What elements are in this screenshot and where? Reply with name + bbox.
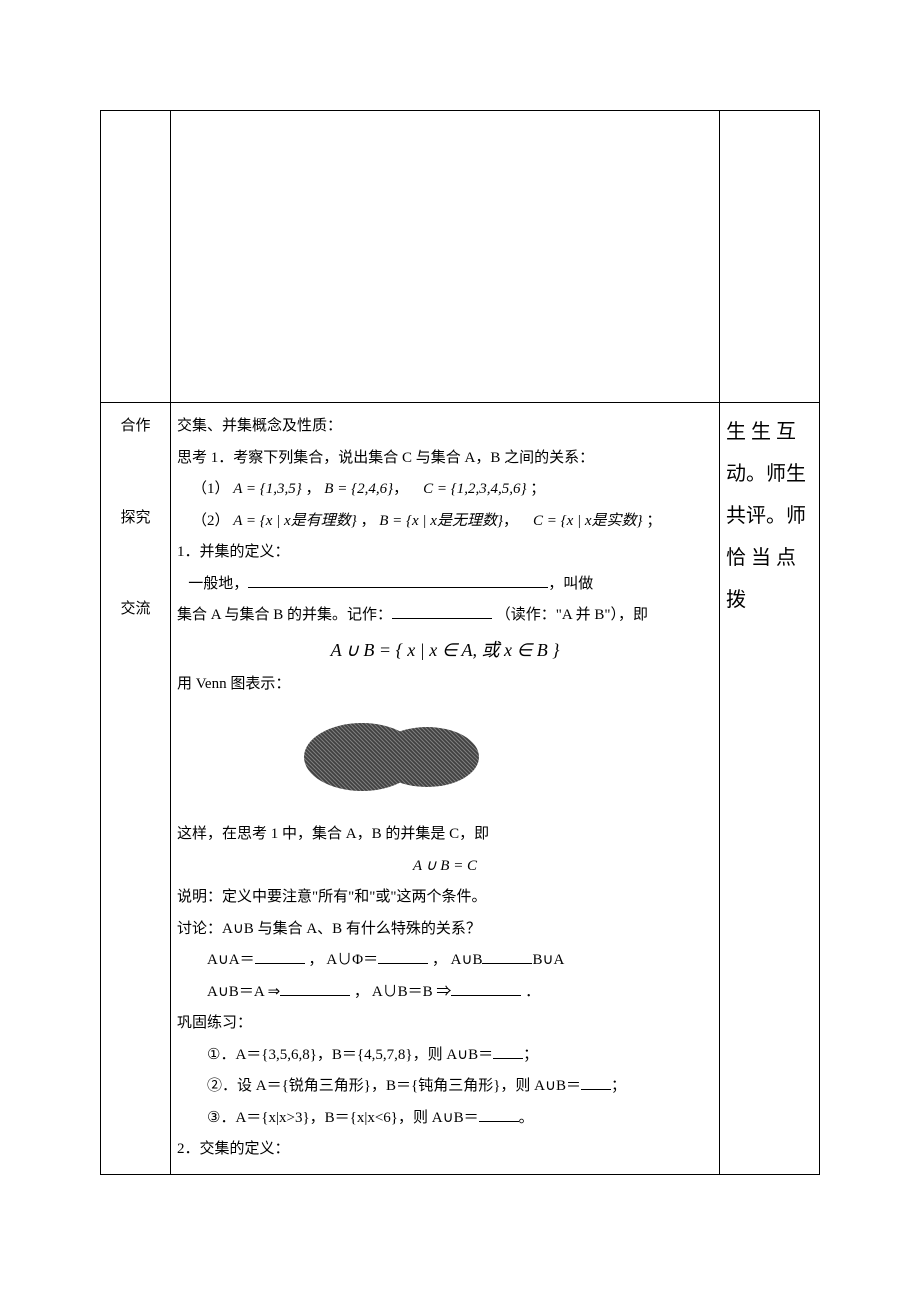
example-1: （1） A = {1,3,5} ， B = {2,4,6}， C = {1,2,… bbox=[177, 474, 713, 506]
blank-r2-2 bbox=[451, 980, 521, 996]
teacher-note: 生 生 互动。师生共评。师恰 当 点拨 bbox=[726, 421, 806, 611]
content-col: 交集、并集概念及性质： 思考 1．考察下列集合，说出集合 C 与集合 A，B 之… bbox=[171, 403, 720, 1175]
relation-row-1: A∪A＝ ， A∪Φ＝ ， A∪B B∪A bbox=[177, 945, 713, 977]
venn-icon bbox=[297, 715, 487, 795]
union-formula: A ∪ B = { x | x ∈ A, 或 x ∈ B } bbox=[177, 632, 713, 670]
so-line: 这样，在思考 1 中，集合 A，B 的并集是 C，即 bbox=[177, 819, 713, 851]
p3-text: ③．A＝{x|x>3}，B＝{x|x<6}，则 A∪B＝ bbox=[207, 1110, 479, 1126]
section-label-3: 交流 bbox=[120, 594, 150, 626]
blank-r2-1 bbox=[280, 980, 350, 996]
blank-p1 bbox=[493, 1043, 523, 1059]
heading: 交集、并集概念及性质： bbox=[177, 411, 713, 443]
rel2-b: ， A∪B＝B ⇒ bbox=[354, 984, 452, 1000]
p2-tail: ； bbox=[611, 1078, 626, 1094]
right-header-empty bbox=[720, 111, 820, 403]
blank-p2 bbox=[581, 1074, 611, 1090]
think1-intro: 思考 1．考察下列集合，说出集合 C 与集合 A，B 之间的关系： bbox=[177, 443, 713, 475]
so-formula: A ∪ B = C bbox=[177, 851, 713, 883]
practice-1: ①．A＝{3,5,6,8}，B＝{4,5,7,8}，则 A∪B＝ ； bbox=[177, 1040, 713, 1072]
note: 说明：定义中要注意"所有"和"或"这两个条件。 bbox=[177, 882, 713, 914]
p2-text: ②．设 A＝{锐角三角形}，B＝{钝角三角形}，则 A∪B＝ bbox=[207, 1078, 581, 1094]
relation-row-2: A∪B＝A ⇒ ， A∪B＝B ⇒ ． bbox=[177, 977, 713, 1009]
discuss: 讨论：A∪B 与集合 A、B 有什么特殊的关系？ bbox=[177, 914, 713, 946]
ex1-A: A = {1,3,5} bbox=[233, 481, 302, 497]
union-def-line1: 一般地， ，叫做 bbox=[177, 569, 713, 601]
ex2-B: B = {x | x是无理数} bbox=[379, 513, 503, 529]
ex1-label: （1） bbox=[192, 481, 230, 497]
ex2-label: （2） bbox=[192, 513, 230, 529]
blank-notation bbox=[392, 603, 492, 619]
blank-r1-2 bbox=[378, 948, 428, 964]
mid-header-empty bbox=[171, 111, 720, 403]
rel1-b: ， A∪Φ＝ bbox=[308, 952, 378, 968]
practice-2: ②．设 A＝{锐角三角形}，B＝{钝角三角形}，则 A∪B＝ ； bbox=[177, 1071, 713, 1103]
blank-r1-1 bbox=[255, 948, 305, 964]
lesson-table: 合作 探究 交流 交集、并集概念及性质： 思考 1．考察下列集合，说出集合 C … bbox=[100, 110, 820, 1175]
ex2-A: A = {x | x是有理数} bbox=[233, 513, 356, 529]
ex1-C: C = {1,2,3,4,5,6} bbox=[423, 481, 526, 497]
blank-r1-3 bbox=[482, 948, 532, 964]
union-formula-text: A ∪ B = { x | x ∈ A, 或 x ∈ B } bbox=[331, 640, 560, 660]
union-def-lead: 一般地， bbox=[188, 576, 248, 592]
section-label-1: 合作 bbox=[120, 411, 150, 443]
ex1-B: B = {2,4,6} bbox=[324, 481, 393, 497]
p1-tail: ； bbox=[523, 1047, 538, 1063]
rel1-a: A∪A＝ bbox=[207, 952, 255, 968]
section-label-2: 探究 bbox=[120, 503, 150, 535]
inter-def-title: 2．交集的定义： bbox=[177, 1134, 713, 1166]
venn-label: 用 Venn 图表示： bbox=[177, 669, 713, 701]
union-def-line2a: 集合 A 与集合 B 的并集。记作： bbox=[177, 607, 392, 623]
rel1-d: B∪A bbox=[532, 952, 564, 968]
p1-text: ①．A＝{3,5,6,8}，B＝{4,5,7,8}，则 A∪B＝ bbox=[207, 1047, 493, 1063]
rel1-c: ， A∪B bbox=[432, 952, 483, 968]
union-def-line2b: （读作："A 并 B"），即 bbox=[496, 607, 648, 623]
venn-diagram bbox=[177, 715, 713, 808]
rel2-c: ． bbox=[525, 984, 540, 1000]
blank-definition bbox=[248, 572, 548, 588]
rel2-a: A∪B＝A ⇒ bbox=[207, 984, 280, 1000]
blank-p3 bbox=[479, 1106, 519, 1122]
union-def-title: 1．并集的定义： bbox=[177, 537, 713, 569]
left-header-empty bbox=[101, 111, 171, 403]
section-label-col: 合作 探究 交流 bbox=[101, 403, 171, 1175]
practice-3: ③．A＝{x|x>3}，B＝{x|x<6}，则 A∪B＝ 。 bbox=[177, 1103, 713, 1135]
teacher-note-col: 生 生 互动。师生共评。师恰 当 点拨 bbox=[720, 403, 820, 1175]
practice-title: 巩固练习： bbox=[177, 1008, 713, 1040]
union-def-tail: ，叫做 bbox=[548, 576, 593, 592]
p3-tail: 。 bbox=[519, 1110, 534, 1126]
ex2-C: C = {x | x是实数} bbox=[533, 513, 643, 529]
union-def-line2: 集合 A 与集合 B 的并集。记作： （读作："A 并 B"），即 bbox=[177, 600, 713, 632]
example-2: （2） A = {x | x是有理数} ， B = {x | x是无理数}， C… bbox=[177, 506, 713, 538]
